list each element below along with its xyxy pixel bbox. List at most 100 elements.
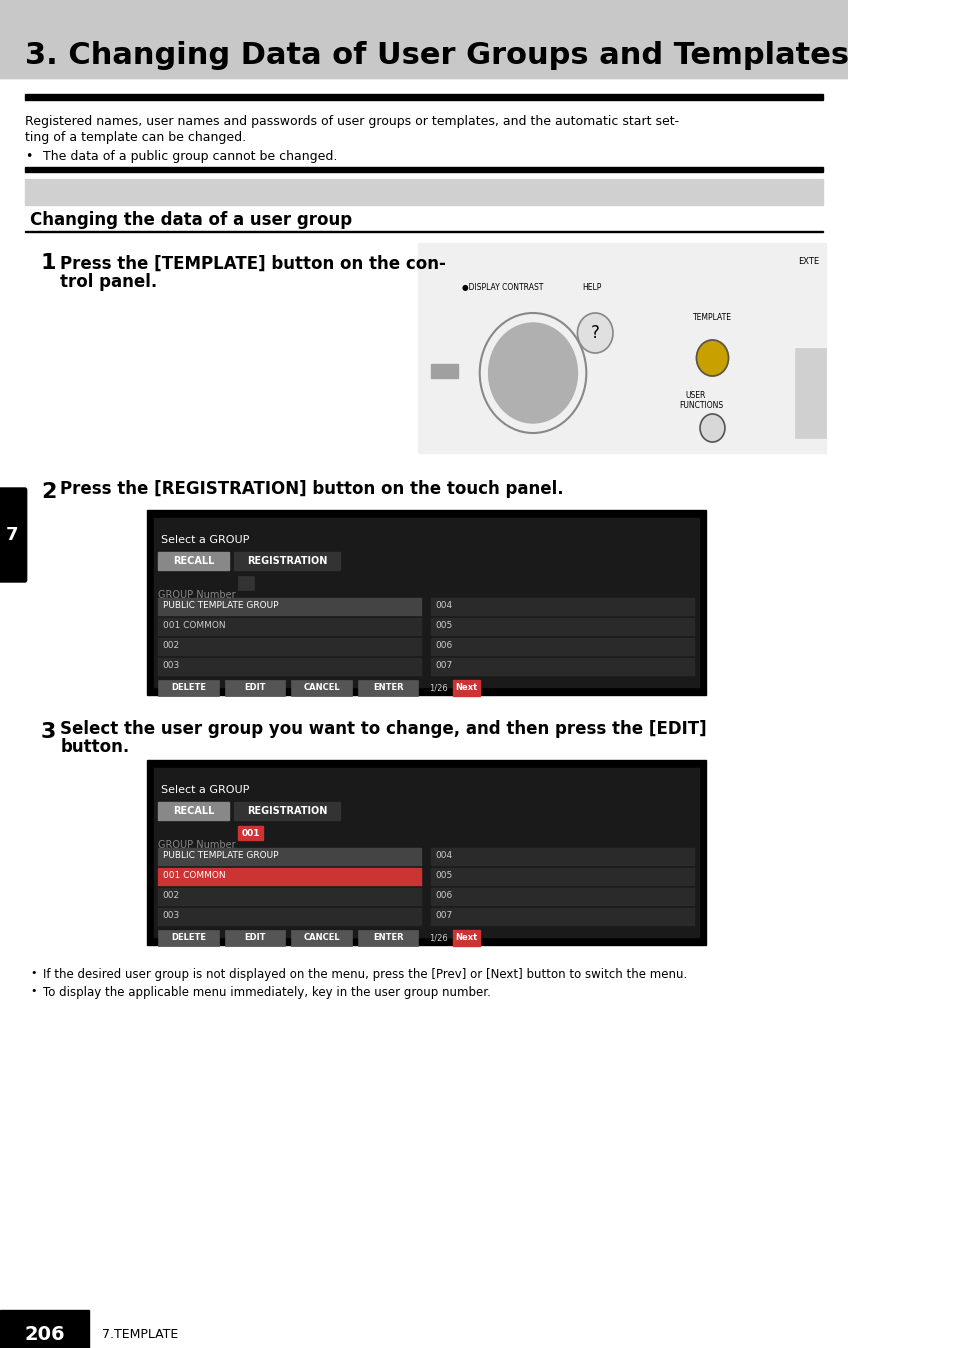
Text: EDIT: EDIT xyxy=(244,683,266,693)
Bar xyxy=(158,930,218,946)
Text: 3. Changing Data of User Groups and Templates: 3. Changing Data of User Groups and Temp… xyxy=(25,40,848,70)
Circle shape xyxy=(696,340,728,376)
Bar xyxy=(0,1310,89,1348)
Text: 7: 7 xyxy=(6,526,19,545)
Text: 206: 206 xyxy=(24,1325,65,1344)
Text: The data of a public group cannot be changed.: The data of a public group cannot be cha… xyxy=(43,150,336,163)
Text: To display the applicable menu immediately, key in the user group number.: To display the applicable menu immediate… xyxy=(43,985,490,999)
Text: DELETE: DELETE xyxy=(171,683,206,693)
Bar xyxy=(431,617,694,636)
Text: 006: 006 xyxy=(435,642,452,651)
Text: HELP: HELP xyxy=(581,283,600,293)
Bar xyxy=(25,231,821,232)
Text: Select a GROUP: Select a GROUP xyxy=(161,535,249,545)
Bar xyxy=(794,348,825,438)
Text: PUBLIC TEMPLATE GROUP: PUBLIC TEMPLATE GROUP xyxy=(162,852,277,860)
Text: TEMPLATE: TEMPLATE xyxy=(692,313,731,322)
Text: Next: Next xyxy=(455,934,477,942)
Circle shape xyxy=(488,324,577,423)
Text: trol panel.: trol panel. xyxy=(60,274,157,291)
Text: 003: 003 xyxy=(162,662,179,670)
Text: USER: USER xyxy=(685,391,705,400)
Text: EDIT: EDIT xyxy=(244,934,266,942)
Text: 001 COMMON: 001 COMMON xyxy=(162,872,225,880)
Bar xyxy=(158,909,421,926)
Text: 007: 007 xyxy=(435,662,452,670)
Text: Press the [REGISTRATION] button on the touch panel.: Press the [REGISTRATION] button on the t… xyxy=(60,480,563,497)
Bar xyxy=(158,679,218,696)
Text: 005: 005 xyxy=(435,872,452,880)
Text: ENTER: ENTER xyxy=(373,683,403,693)
Bar xyxy=(431,909,694,926)
Text: PUBLIC TEMPLATE GROUP: PUBLIC TEMPLATE GROUP xyxy=(162,601,277,611)
Bar xyxy=(0,0,846,78)
Bar xyxy=(153,518,699,687)
Bar xyxy=(431,868,694,886)
Bar xyxy=(431,848,694,865)
Text: If the desired user group is not displayed on the menu, press the [Prev] or [Nex: If the desired user group is not display… xyxy=(43,968,686,981)
Text: 001: 001 xyxy=(241,829,259,837)
Text: Select a GROUP: Select a GROUP xyxy=(161,785,249,795)
Text: 3: 3 xyxy=(41,723,56,741)
Text: REGISTRATION: REGISTRATION xyxy=(247,806,327,816)
Text: Registered names, user names and passwords of user groups or templates, and the : Registered names, user names and passwor… xyxy=(25,115,679,128)
Bar xyxy=(158,599,421,616)
Bar xyxy=(147,510,705,696)
Circle shape xyxy=(700,414,724,442)
Text: Changing the data of a user group: Changing the data of a user group xyxy=(30,212,352,229)
Bar xyxy=(147,760,705,945)
Text: 005: 005 xyxy=(435,621,452,631)
Text: 7.TEMPLATE: 7.TEMPLATE xyxy=(102,1329,178,1341)
Text: 003: 003 xyxy=(162,911,179,921)
Text: 1: 1 xyxy=(41,253,56,274)
Text: 2: 2 xyxy=(41,483,56,501)
Text: ting of a template can be changed.: ting of a template can be changed. xyxy=(25,131,246,144)
Text: GROUP Number: GROUP Number xyxy=(158,840,235,851)
Bar xyxy=(357,930,418,946)
Bar xyxy=(417,243,825,453)
Text: 007: 007 xyxy=(435,911,452,921)
Bar xyxy=(158,551,229,570)
Bar xyxy=(291,930,352,946)
Text: •: • xyxy=(30,985,36,996)
Bar xyxy=(238,576,253,590)
Text: CANCEL: CANCEL xyxy=(303,683,339,693)
Bar xyxy=(158,658,421,675)
Bar xyxy=(25,179,821,205)
Text: button.: button. xyxy=(60,737,130,756)
Bar xyxy=(431,658,694,675)
Bar xyxy=(453,679,479,696)
Bar xyxy=(431,888,694,906)
Text: 1/26: 1/26 xyxy=(429,683,447,693)
Text: RECALL: RECALL xyxy=(172,555,214,566)
Text: Select the user group you want to change, and then press the [EDIT]: Select the user group you want to change… xyxy=(60,720,706,737)
Bar xyxy=(225,679,285,696)
Text: 002: 002 xyxy=(162,891,179,900)
Bar xyxy=(158,848,421,865)
Text: EXTE: EXTE xyxy=(797,257,819,266)
Bar xyxy=(291,679,352,696)
Text: •: • xyxy=(30,968,36,979)
Bar xyxy=(158,617,421,636)
Text: 001 COMMON: 001 COMMON xyxy=(162,621,225,631)
Bar xyxy=(25,94,821,100)
Text: 004: 004 xyxy=(435,852,452,860)
Text: RECALL: RECALL xyxy=(172,806,214,816)
Bar xyxy=(431,638,694,656)
Text: ?: ? xyxy=(590,324,599,342)
Bar xyxy=(431,364,457,377)
Bar xyxy=(158,638,421,656)
Text: CANCEL: CANCEL xyxy=(303,934,339,942)
Text: GROUP Number: GROUP Number xyxy=(158,590,235,600)
Text: •: • xyxy=(25,150,32,163)
Text: 1/26: 1/26 xyxy=(429,934,447,942)
Text: Next: Next xyxy=(455,683,477,693)
Text: ENTER: ENTER xyxy=(373,934,403,942)
Text: 004: 004 xyxy=(435,601,452,611)
Bar xyxy=(158,868,421,886)
Bar xyxy=(225,930,285,946)
Text: ●DISPLAY CONTRAST: ●DISPLAY CONTRAST xyxy=(461,283,543,293)
Bar xyxy=(0,0,846,78)
Bar xyxy=(25,167,821,173)
Bar xyxy=(158,802,229,820)
